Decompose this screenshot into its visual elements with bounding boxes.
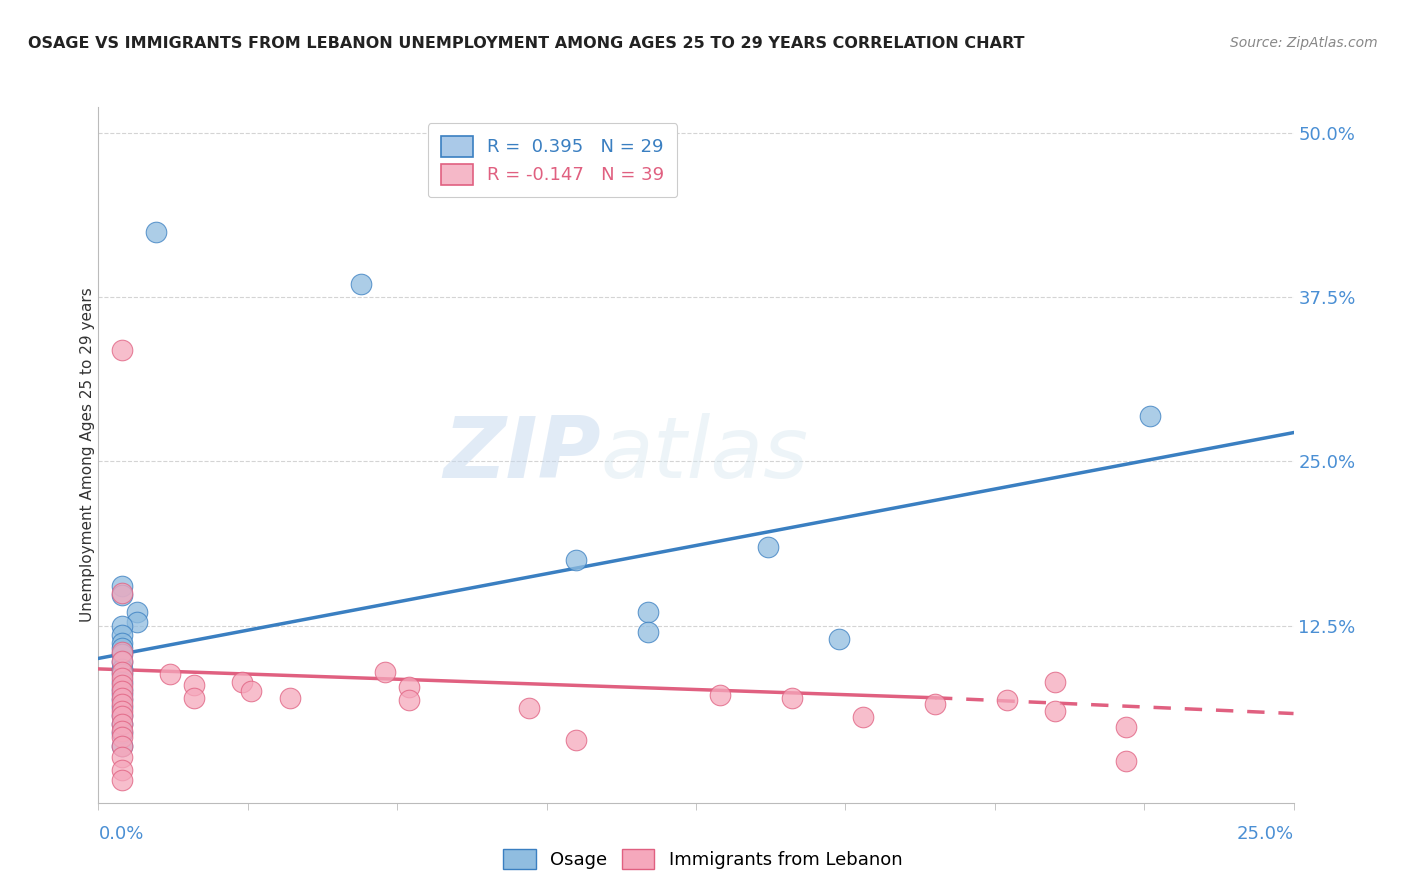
Point — [398, 693, 420, 707]
Point — [183, 678, 205, 692]
Point — [111, 675, 134, 690]
Text: 25.0%: 25.0% — [1236, 825, 1294, 843]
Point — [231, 675, 253, 690]
Text: OSAGE VS IMMIGRANTS FROM LEBANON UNEMPLOYMENT AMONG AGES 25 TO 29 YEARS CORRELAT: OSAGE VS IMMIGRANTS FROM LEBANON UNEMPLO… — [28, 36, 1025, 51]
Point — [1115, 754, 1137, 768]
Point — [111, 730, 134, 744]
Point — [111, 681, 134, 696]
Point — [111, 586, 134, 600]
Point — [111, 654, 134, 668]
Point — [145, 225, 167, 239]
Y-axis label: Unemployment Among Ages 25 to 29 years: Unemployment Among Ages 25 to 29 years — [80, 287, 94, 623]
Point — [111, 671, 134, 685]
Point — [111, 749, 134, 764]
Point — [111, 588, 134, 602]
Point — [111, 645, 134, 659]
Point — [111, 579, 134, 593]
Point — [828, 632, 851, 646]
Point — [125, 615, 148, 629]
Point — [111, 667, 134, 681]
Point — [1115, 720, 1137, 734]
Point — [517, 701, 540, 715]
Point — [709, 688, 731, 702]
Point — [111, 684, 134, 698]
Text: atlas: atlas — [600, 413, 808, 497]
Point — [565, 553, 588, 567]
Point — [111, 709, 134, 723]
Point — [111, 723, 134, 738]
Point — [111, 763, 134, 777]
Point — [111, 678, 134, 692]
Point — [111, 773, 134, 788]
Point — [111, 698, 134, 712]
Point — [111, 687, 134, 701]
Point — [565, 732, 588, 747]
Text: 0.0%: 0.0% — [98, 825, 143, 843]
Point — [111, 656, 134, 670]
Point — [1043, 675, 1066, 690]
Point — [183, 690, 205, 705]
Point — [756, 540, 779, 554]
Point — [637, 606, 659, 620]
Point — [111, 707, 134, 722]
Point — [111, 665, 134, 679]
Legend: Osage, Immigrants from Lebanon: Osage, Immigrants from Lebanon — [495, 839, 911, 879]
Point — [1139, 409, 1161, 423]
Point — [780, 690, 803, 705]
Legend: R =  0.395   N = 29, R = -0.147   N = 39: R = 0.395 N = 29, R = -0.147 N = 39 — [427, 123, 678, 197]
Point — [111, 690, 134, 705]
Point — [398, 680, 420, 694]
Point — [111, 343, 134, 357]
Point — [111, 704, 134, 718]
Text: ZIP: ZIP — [443, 413, 600, 497]
Point — [278, 690, 301, 705]
Point — [111, 640, 134, 655]
Point — [240, 684, 263, 698]
Point — [111, 662, 134, 676]
Point — [374, 665, 396, 679]
Point — [125, 606, 148, 620]
Point — [111, 700, 134, 714]
Point — [111, 717, 134, 731]
Point — [111, 739, 134, 754]
Point — [159, 667, 181, 681]
Point — [637, 625, 659, 640]
Point — [111, 717, 134, 731]
Point — [111, 628, 134, 642]
Point — [111, 739, 134, 754]
Point — [350, 277, 373, 292]
Point — [995, 693, 1018, 707]
Text: Source: ZipAtlas.com: Source: ZipAtlas.com — [1230, 36, 1378, 50]
Point — [924, 698, 946, 712]
Point — [111, 635, 134, 649]
Point — [111, 618, 134, 632]
Point — [852, 710, 875, 724]
Point — [111, 693, 134, 707]
Point — [111, 726, 134, 740]
Point — [1043, 704, 1066, 718]
Point — [111, 648, 134, 662]
